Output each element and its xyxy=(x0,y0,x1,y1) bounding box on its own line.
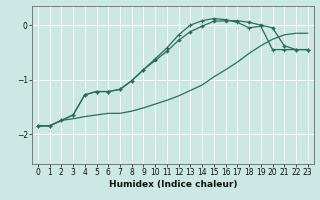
X-axis label: Humidex (Indice chaleur): Humidex (Indice chaleur) xyxy=(108,180,237,189)
